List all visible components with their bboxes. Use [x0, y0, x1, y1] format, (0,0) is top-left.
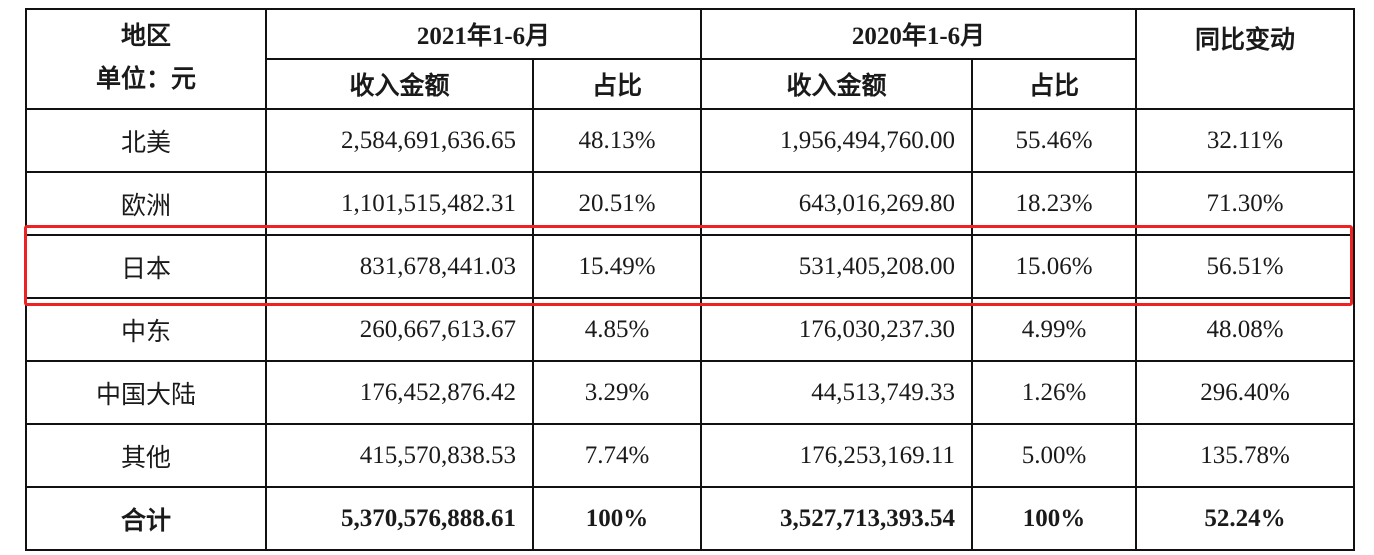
yoy-cell: 48.08% — [1135, 297, 1355, 362]
yoy-cell: 135.78% — [1135, 423, 1355, 488]
revenue-2020-cell: 176,030,237.30 — [700, 297, 973, 362]
revenue-2021-header: 收入金额 — [265, 58, 534, 110]
table-row-highlighted: 日本 831,678,441.03 15.49% 531,405,208.00 … — [25, 234, 1355, 299]
region-cell: 北美 — [25, 108, 267, 173]
share-2020-header: 占比 — [971, 58, 1137, 110]
total-yoy: 52.24% — [1135, 486, 1355, 551]
revenue-2020-cell: 44,513,749.33 — [700, 360, 973, 425]
share-2021-cell: 48.13% — [532, 108, 702, 173]
share-2021-cell: 20.51% — [532, 171, 702, 236]
table-row: 其他 415,570,838.53 7.74% 176,253,169.11 5… — [25, 423, 1355, 488]
total-revenue-2021: 5,370,576,888.61 — [265, 486, 534, 551]
total-revenue-2020: 3,527,713,393.54 — [700, 486, 973, 551]
period-2020-header: 2020年1-6月 — [700, 8, 1137, 60]
period-2021-header: 2021年1-6月 — [265, 8, 702, 60]
revenue-2020-cell: 176,253,169.11 — [700, 423, 973, 488]
region-header: 地区 — [120, 23, 171, 50]
revenue-2021-cell: 415,570,838.53 — [265, 423, 534, 488]
revenue-2021-cell: 1,101,515,482.31 — [265, 171, 534, 236]
yoy-cell: 71.30% — [1135, 171, 1355, 236]
region-cell: 其他 — [25, 423, 267, 488]
share-2020-cell: 1.26% — [971, 360, 1137, 425]
revenue-2021-cell: 260,667,613.67 — [265, 297, 534, 362]
region-cell: 日本 — [25, 234, 267, 299]
header-row-1: 地区 单位：元 2021年1-6月 2020年1-6月 同比变动 — [25, 8, 1355, 110]
revenue-2020-cell: 531,405,208.00 — [700, 234, 973, 299]
revenue-2021-cell: 176,452,876.42 — [265, 360, 534, 425]
total-row: 合计 5,370,576,888.61 100% 3,527,713,393.5… — [25, 486, 1355, 551]
yoy-cell: 32.11% — [1135, 108, 1355, 173]
share-2020-cell: 15.06% — [971, 234, 1137, 299]
table-row: 中东 260,667,613.67 4.85% 176,030,237.30 4… — [25, 297, 1355, 362]
table-row: 欧洲 1,101,515,482.31 20.51% 643,016,269.8… — [25, 171, 1355, 236]
share-2021-cell: 4.85% — [532, 297, 702, 362]
revenue-2020-cell: 643,016,269.80 — [700, 171, 973, 236]
share-2021-header: 占比 — [532, 58, 702, 110]
unit-header: 单位：元 — [95, 65, 196, 93]
share-2020-cell: 4.99% — [971, 297, 1137, 362]
revenue-by-region-table: 地区 单位：元 2021年1-6月 2020年1-6月 同比变动 收入金额 占比… — [25, 8, 1355, 551]
share-2020-cell: 18.23% — [971, 171, 1137, 236]
revenue-2020-cell: 1,956,494,760.00 — [700, 108, 973, 173]
total-label: 合计 — [25, 486, 267, 551]
region-cell: 欧洲 — [25, 171, 267, 236]
share-2021-cell: 7.74% — [532, 423, 702, 488]
share-2021-cell: 3.29% — [532, 360, 702, 425]
region-cell: 中东 — [25, 297, 267, 362]
table-row: 中国大陆 176,452,876.42 3.29% 44,513,749.33 … — [25, 360, 1355, 425]
table-row: 北美 2,584,691,636.65 48.13% 1,956,494,760… — [25, 108, 1355, 173]
revenue-2021-cell: 831,678,441.03 — [265, 234, 534, 299]
yoy-header: 同比变动 — [1135, 8, 1355, 110]
region-unit-header: 地区 单位：元 — [25, 8, 267, 110]
yoy-cell: 296.40% — [1135, 360, 1355, 425]
share-2021-cell: 15.49% — [532, 234, 702, 299]
region-cell: 中国大陆 — [25, 360, 267, 425]
share-2020-cell: 55.46% — [971, 108, 1137, 173]
revenue-2021-cell: 2,584,691,636.65 — [265, 108, 534, 173]
yoy-cell: 56.51% — [1135, 234, 1355, 299]
total-share-2020: 100% — [971, 486, 1137, 551]
revenue-2020-header: 收入金额 — [700, 58, 973, 110]
header-row-2: 收入金额 占比 收入金额 占比 — [26, 58, 1354, 110]
share-2020-cell: 5.00% — [971, 423, 1137, 488]
total-share-2021: 100% — [532, 486, 702, 551]
